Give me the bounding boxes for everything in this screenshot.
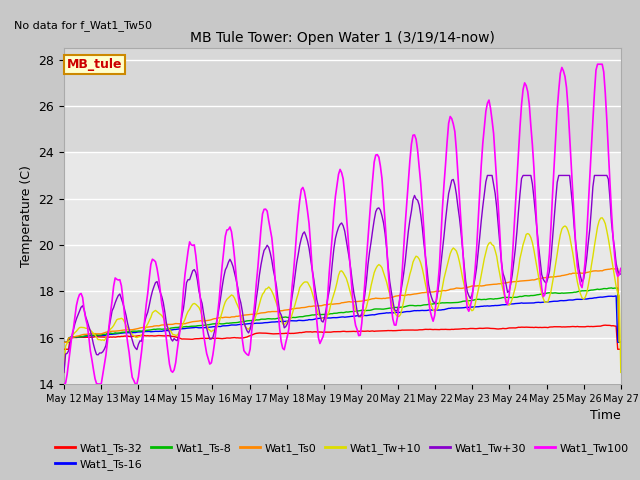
Y-axis label: Temperature (C): Temperature (C) [20, 165, 33, 267]
Text: MB_tule: MB_tule [67, 58, 122, 71]
Text: No data for f_Wat1_Tw50: No data for f_Wat1_Tw50 [14, 20, 152, 31]
Title: MB Tule Tower: Open Water 1 (3/19/14-now): MB Tule Tower: Open Water 1 (3/19/14-now… [190, 32, 495, 46]
X-axis label: Time: Time [590, 409, 621, 422]
Bar [64, 48, 621, 152]
Legend: Wat1_Ts-32, Wat1_Ts-16, Wat1_Ts-8, Wat1_Ts0, Wat1_Tw+10, Wat1_Tw+30, Wat1_Tw100: Wat1_Ts-32, Wat1_Ts-16, Wat1_Ts-8, Wat1_… [51, 438, 633, 474]
